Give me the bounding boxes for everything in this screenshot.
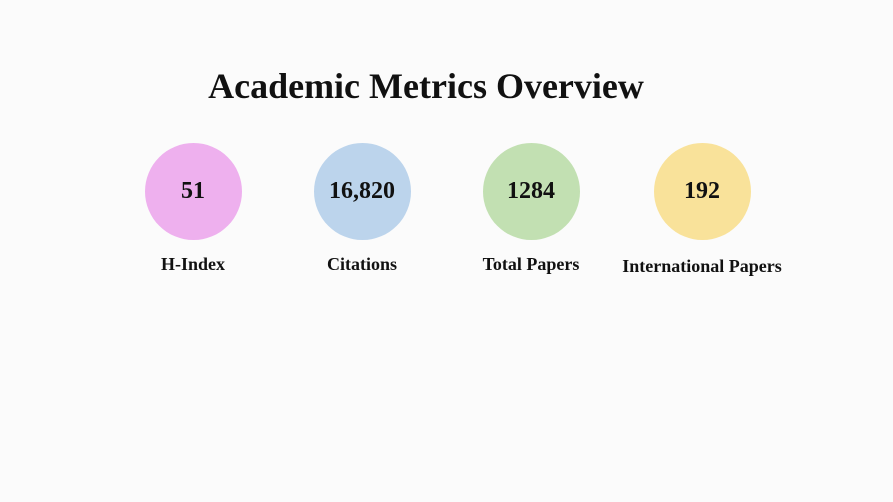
citations-circle: 16,820	[313, 143, 411, 240]
total-papers-value: 1284	[507, 178, 555, 204]
total-papers-label: Total Papers	[482, 254, 580, 274]
h-index-label: H-Index	[160, 254, 225, 274]
h-index-circle: 51	[144, 143, 242, 240]
h-index-value: 51	[181, 178, 205, 204]
international-papers-label: International Papers	[622, 256, 782, 276]
citations-label: Citations	[326, 254, 397, 274]
metric-international-papers: 192 International Papers	[602, 143, 802, 277]
international-papers-circle: 192	[653, 143, 751, 240]
metric-citations: 16,820 Citations	[262, 143, 462, 275]
page-title: Academic Metrics Overview	[208, 66, 644, 106]
citations-value: 16,820	[329, 178, 395, 204]
international-papers-value: 192	[684, 178, 720, 204]
metric-h-index: 51 H-Index	[93, 143, 293, 275]
metric-total-papers: 1284 Total Papers	[431, 143, 631, 275]
total-papers-circle: 1284	[482, 143, 580, 240]
